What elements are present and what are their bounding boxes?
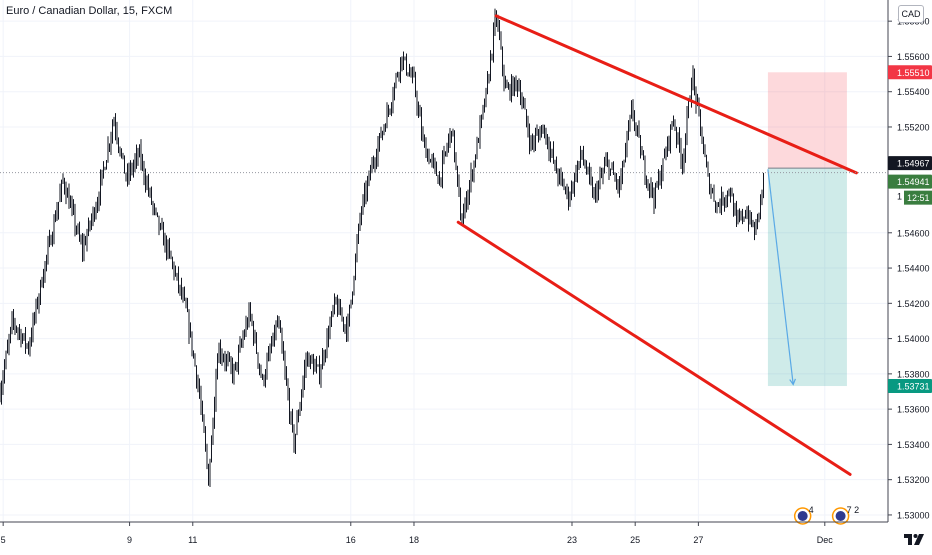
entry-price-label: 1.54967	[888, 156, 932, 171]
entry-price-label-text: 1.54967	[897, 159, 930, 169]
currency-button[interactable]: CAD	[898, 5, 924, 23]
candles	[0, 8, 764, 487]
stop-price-label-text: 1.55510	[897, 68, 930, 78]
stop-price-label-bg	[888, 65, 932, 80]
price-axis-label: 1.54600	[897, 228, 930, 238]
calendar-event-icon: 7 2	[831, 505, 860, 525]
calendar-event-icon: 4	[793, 505, 814, 525]
last-price-label-text: 1.54941	[897, 177, 930, 187]
grid-lines	[0, 0, 888, 522]
price-axis-label: 1.53400	[897, 440, 930, 450]
time-axis-label: Dec	[817, 535, 834, 545]
price-axis-label: 1.55200	[897, 122, 930, 132]
price-axis-label: 1.54400	[897, 264, 930, 274]
projection-arrow-head	[789, 378, 796, 386]
price-axis-label: 1.53600	[897, 405, 930, 415]
price-axis-label: 1.55600	[897, 52, 930, 62]
event-flag	[835, 511, 846, 521]
time-axis-label: 11	[188, 535, 197, 545]
event-flag	[797, 511, 808, 521]
countdown-label: 12:51	[904, 190, 932, 205]
tradingview-logo-icon	[904, 534, 924, 545]
partial-price-tick: 1	[897, 192, 902, 202]
price-axis-label: 1.53800	[897, 369, 930, 379]
time-axis-label: 27	[693, 535, 703, 545]
countdown-bg	[904, 190, 932, 205]
price-axis-label: 1.53200	[897, 475, 930, 485]
last-price-label: 1.54941	[888, 174, 932, 189]
event-count: 4	[809, 505, 814, 515]
time-axis-label: 5	[1, 535, 6, 545]
countdown-text: 12:51	[907, 193, 930, 203]
price-axis-label: 1.55400	[897, 87, 930, 97]
price-axis-label: 1.54200	[897, 299, 930, 309]
target-price-label: 1.53731	[888, 379, 932, 394]
target-price-label-text: 1.53731	[897, 382, 930, 392]
stop-price-label: 1.55510	[888, 65, 932, 80]
stop-loss-zone	[767, 72, 847, 169]
time-axis-label: 25	[630, 535, 640, 545]
price-axis-label: 1.53000	[897, 510, 930, 520]
last-price-label-bg	[888, 174, 932, 189]
time-axis-label: 9	[127, 535, 132, 545]
time-axis-label: 16	[346, 535, 356, 545]
event-count: 7 2	[847, 505, 860, 515]
target-price-label-bg	[888, 379, 932, 394]
time-axis-label: 18	[409, 535, 419, 545]
chart-title: Euro / Canadian Dollar, 15, FXCM	[6, 5, 173, 17]
upper-trendline	[494, 14, 858, 175]
entry-price-label-bg	[888, 156, 932, 171]
lower-trendline	[456, 220, 852, 476]
time-axis-label: 23	[567, 535, 577, 545]
projection-arrow	[767, 169, 794, 385]
take-profit-zone	[767, 168, 847, 387]
price-axis-label: 1.54000	[897, 334, 930, 344]
